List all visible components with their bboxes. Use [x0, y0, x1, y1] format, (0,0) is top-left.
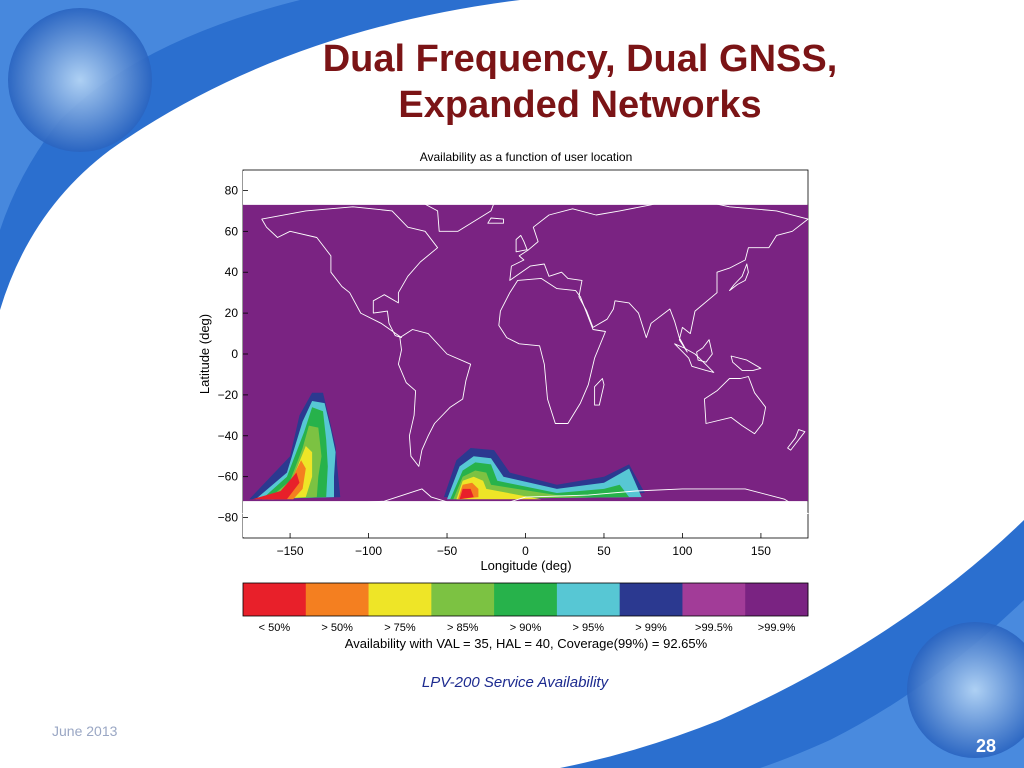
- coverage-band-99-9: [243, 204, 808, 502]
- y-tick-label-1: 60: [225, 224, 239, 238]
- x-tick-label-6: 150: [751, 544, 771, 558]
- y-tick-label-4: 0: [231, 347, 238, 361]
- new-zealand-outline: [787, 429, 806, 451]
- x-tick-label-5: 100: [672, 544, 692, 558]
- availability-summary: Availability with VAL = 35, HAL = 40, Co…: [345, 636, 708, 651]
- x-tick-label-2: −50: [437, 544, 458, 558]
- x-tick-label-0: −150: [277, 544, 304, 558]
- eurasia-outline: [509, 196, 809, 353]
- chart-title: Availability as a function of user locat…: [420, 150, 633, 164]
- new-guinea-outline: [730, 355, 762, 371]
- colorbar-label-3: > 75%: [384, 622, 416, 634]
- y-axis-label: Latitude (deg): [197, 314, 212, 394]
- no-data-south: [243, 501, 807, 537]
- australia-outline: [703, 376, 767, 435]
- colorbar-swatch-5: [494, 583, 558, 616]
- british-isles-outline: [515, 234, 528, 253]
- y-tick-label-8: −80: [218, 511, 239, 525]
- top-left-globe: [8, 8, 152, 152]
- x-tick-label-3: 0: [522, 544, 529, 558]
- colorbar-label-2: > 50%: [321, 622, 353, 634]
- y-tick-label-7: −60: [218, 470, 239, 484]
- indonesia-outline: [674, 343, 715, 373]
- south-america-outline: [397, 329, 472, 467]
- north-america-outline: [261, 206, 439, 339]
- colorbar-label-4: > 85%: [447, 622, 479, 634]
- y-tick-label-6: −40: [218, 429, 239, 443]
- colorbar-label-6: > 95%: [573, 622, 605, 634]
- colorbar-swatch-6: [556, 583, 621, 616]
- colorbar-swatch-3: [368, 583, 432, 616]
- slide-title: Dual Frequency, Dual GNSS, Expanded Netw…: [220, 36, 940, 128]
- madagascar-outline: [594, 378, 605, 406]
- colorbar-label-5: > 90%: [510, 622, 542, 634]
- colorbar-label-9: >99.9%: [758, 622, 796, 634]
- y-tick-label-3: 20: [225, 306, 239, 320]
- iceland-outline: [487, 217, 504, 224]
- colorbar-swatch-4: [431, 583, 495, 616]
- colorbar-swatch-8: [682, 583, 746, 616]
- colorbar-label-8: >99.5%: [695, 622, 733, 634]
- colorbar-swatch-9: [745, 583, 809, 616]
- colorbar-swatch-2: [305, 583, 369, 616]
- colorbar-label-1: < 50%: [259, 622, 291, 634]
- pacific-degraded-contour-7: [252, 472, 300, 500]
- colorbar-frame: [242, 582, 809, 617]
- chart-caption: LPV-200 Service Availability: [421, 674, 609, 691]
- colorbar-swatch-1: [243, 583, 307, 616]
- no-data-north: [243, 171, 807, 205]
- borneo-outline: [696, 339, 713, 363]
- japan-outline: [729, 263, 749, 292]
- colorbar: < 50% > 50% > 75% > 85% > 90% > 95% > 99% >99.5…: [242, 582, 809, 634]
- x-tick-label-4: 50: [597, 544, 611, 558]
- y-tick-label-0: 80: [225, 183, 239, 197]
- atlantic-degraded-contour-7: [459, 488, 474, 500]
- x-tick-label-1: −100: [355, 544, 382, 558]
- x-axis-label: Longitude (deg): [480, 558, 571, 573]
- bottom-right-globe: [907, 622, 1024, 758]
- africa-outline: [498, 277, 606, 424]
- y-axis: 80 60 40 20 0 −20 −40 −60 −80: [218, 183, 248, 525]
- x-axis: −150 −100 −50 0 50 100 150: [277, 533, 771, 558]
- slide-title-line-1: Dual Frequency, Dual GNSS,: [322, 38, 838, 80]
- colorbar-label-7: > 99%: [635, 622, 667, 634]
- page-number: 28: [976, 736, 997, 756]
- footer-date: June 2013: [52, 723, 118, 739]
- slide-title-line-2: Expanded Networks: [398, 84, 762, 126]
- pacific-degraded-contour-6: [261, 460, 306, 500]
- y-tick-label-2: 40: [225, 265, 239, 279]
- colorbar-swatch-7: [619, 583, 683, 616]
- y-tick-label-5: −20: [218, 388, 239, 402]
- plot-content: [242, 171, 809, 537]
